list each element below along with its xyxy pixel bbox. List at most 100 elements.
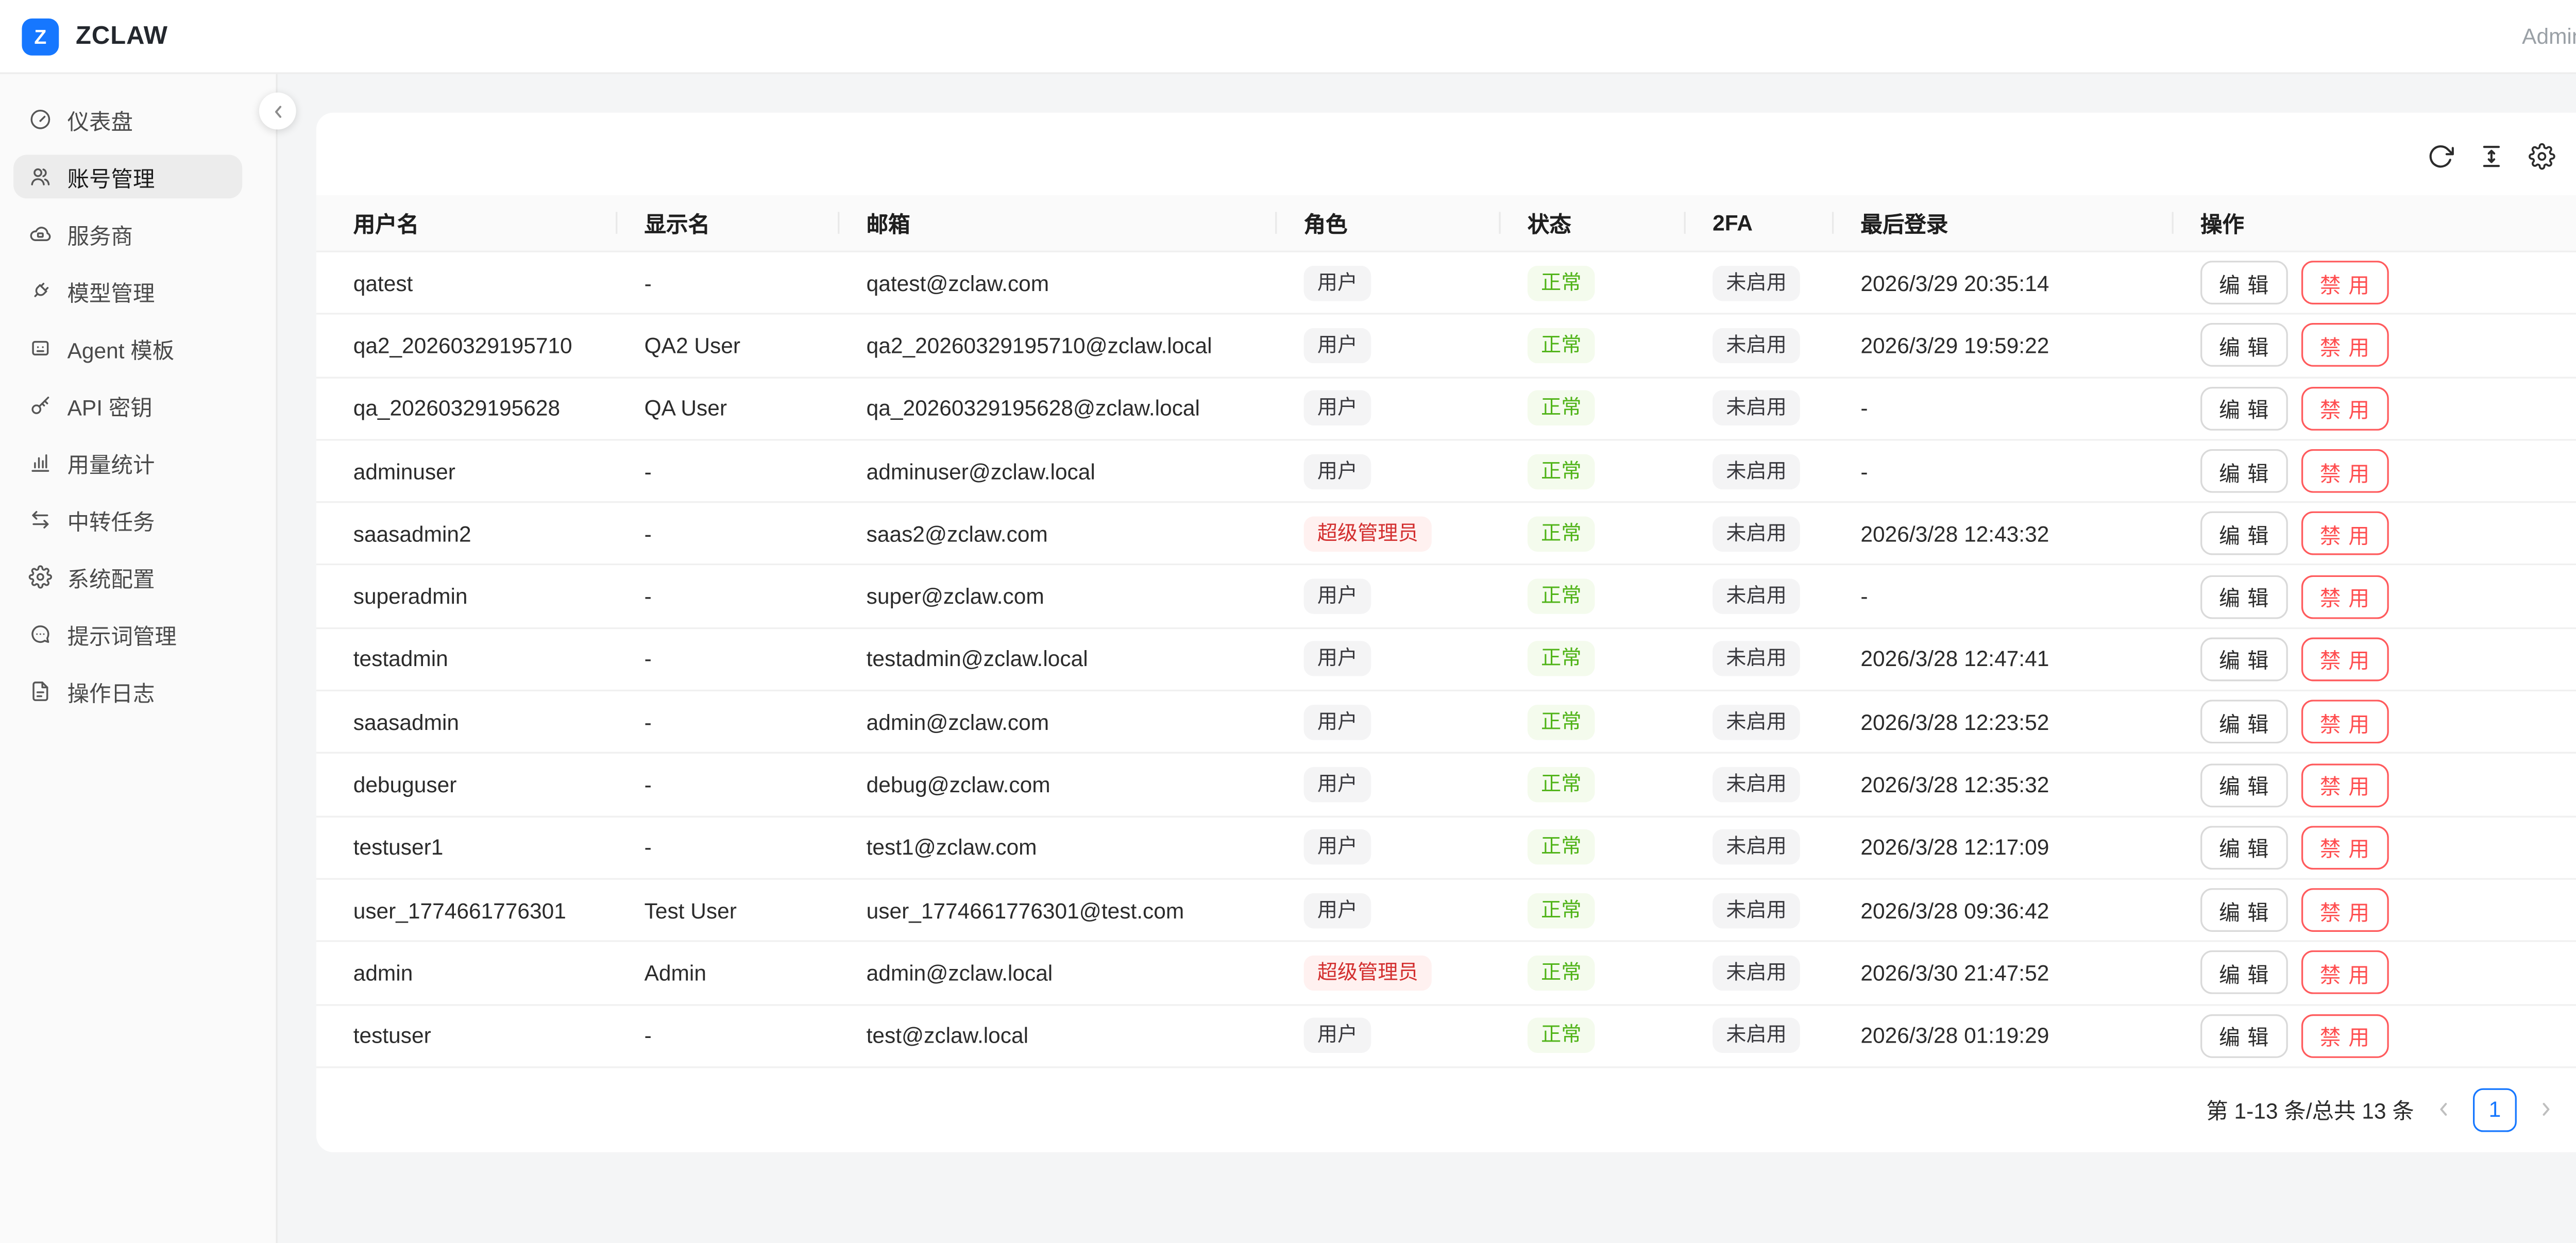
cell-last-login: 2026/3/30 21:47:52 — [1860, 960, 2049, 986]
disable-button[interactable]: 禁 用 — [2301, 574, 2389, 619]
edit-button[interactable]: 编 辑 — [2200, 762, 2288, 807]
cell-display-name: - — [644, 709, 652, 735]
cell-status: 正常 — [1501, 453, 1686, 489]
role-badge: 用户 — [1303, 578, 1371, 615]
edit-button[interactable]: 编 辑 — [2200, 951, 2288, 995]
sidebar-item[interactable]: 账号管理 — [13, 155, 243, 199]
role-badge: 用户 — [1303, 767, 1371, 803]
cell-actions: 编 辑 禁 用 — [2174, 574, 2576, 619]
cell-last-login: - — [1860, 584, 1868, 609]
cell-email: admin@zclaw.local — [866, 960, 1053, 986]
edit-button[interactable]: 编 辑 — [2200, 1014, 2288, 1058]
cell-email: qatest@zclaw.com — [866, 270, 1049, 296]
sidebar-item[interactable]: 服务商 — [13, 212, 242, 256]
cell-last-login: 2026/3/28 12:43:32 — [1860, 521, 2049, 547]
edit-button[interactable]: 编 辑 — [2200, 574, 2288, 619]
reload-icon[interactable] — [2428, 143, 2454, 170]
sidebar-item[interactable]: 用量统计 — [13, 441, 242, 485]
sidebar-item[interactable]: Agent 模板 — [13, 326, 242, 370]
status-badge: 正常 — [1527, 578, 1595, 615]
cell-display-name: QA User — [644, 396, 727, 421]
sidebar-item-label: API 密钥 — [67, 394, 152, 420]
cell-display-name: Admin — [644, 960, 706, 986]
table-row: testuser - test@zclaw.local 用户 正常 未启用 20… — [316, 1005, 2576, 1068]
disable-button[interactable]: 禁 用 — [2301, 449, 2389, 493]
disable-button[interactable]: 禁 用 — [2301, 700, 2389, 744]
sidebar-item[interactable]: 仪表盘 — [13, 97, 242, 141]
key-icon — [29, 394, 53, 417]
cell-username: saasadmin2 — [353, 521, 471, 547]
status-badge: 正常 — [1527, 829, 1595, 865]
sidebar-item[interactable]: 模型管理 — [13, 269, 242, 313]
sidebar-item[interactable]: 中转任务 — [13, 498, 242, 542]
chevron-left-icon — [268, 102, 287, 121]
edit-button[interactable]: 编 辑 — [2200, 825, 2288, 870]
edit-button[interactable]: 编 辑 — [2200, 888, 2288, 932]
table-row: saasadmin - admin@zclaw.com 用户 正常 未启用 20… — [316, 691, 2576, 755]
disable-button[interactable]: 禁 用 — [2301, 386, 2389, 431]
twofa-badge: 未启用 — [1713, 641, 1800, 677]
disable-button[interactable]: 禁 用 — [2301, 261, 2389, 305]
pagination-prev-icon[interactable] — [2434, 1101, 2453, 1119]
edit-button[interactable]: 编 辑 — [2200, 512, 2288, 556]
disable-button[interactable]: 禁 用 — [2301, 951, 2389, 995]
sidebar-item-label: 账号管理 — [67, 165, 155, 191]
edit-button[interactable]: 编 辑 — [2200, 261, 2288, 305]
cell-display-name: Test User — [644, 897, 737, 923]
edit-button[interactable]: 编 辑 — [2200, 323, 2288, 368]
sidebar-item[interactable]: API 密钥 — [13, 383, 242, 427]
settings-gear-icon[interactable] — [2529, 143, 2555, 170]
cell-status: 正常 — [1501, 704, 1686, 740]
role-badge: 用户 — [1303, 704, 1371, 740]
table-body: qatest - qatest@zclaw.com 用户 正常 未启用 2026… — [316, 252, 2576, 1068]
disable-button[interactable]: 禁 用 — [2301, 762, 2389, 807]
disable-button[interactable]: 禁 用 — [2301, 323, 2389, 368]
users-icon — [29, 165, 53, 189]
disable-button[interactable]: 禁 用 — [2301, 512, 2389, 556]
status-badge: 正常 — [1527, 767, 1595, 803]
sidebar-item[interactable]: 操作日志 — [13, 670, 242, 713]
column-height-icon[interactable] — [2478, 143, 2505, 170]
disable-button[interactable]: 禁 用 — [2301, 1014, 2389, 1058]
chart-icon — [29, 451, 53, 474]
cell-username: adminuser — [353, 458, 455, 484]
pagination-page-1[interactable]: 1 — [2473, 1088, 2517, 1132]
cell-last-login: - — [1860, 458, 1868, 484]
swap-icon — [29, 508, 53, 532]
cell-username: user_1774661776301 — [353, 897, 566, 923]
disable-button[interactable]: 禁 用 — [2301, 825, 2389, 870]
current-user-label[interactable]: Admin — [2522, 23, 2576, 49]
edit-button[interactable]: 编 辑 — [2200, 700, 2288, 744]
cell-last-login: 2026/3/28 12:47:41 — [1860, 646, 2049, 672]
sidebar-item[interactable]: 系统配置 — [13, 555, 242, 599]
edit-button[interactable]: 编 辑 — [2200, 449, 2288, 493]
comment-icon — [29, 622, 53, 646]
twofa-badge: 未启用 — [1713, 453, 1800, 489]
pagination-next-icon[interactable] — [2537, 1101, 2555, 1119]
status-badge: 正常 — [1527, 1018, 1595, 1053]
cell-email: qa_20260329195628@zclaw.local — [866, 396, 1200, 421]
cell-role: 用户 — [1277, 641, 1500, 677]
disable-button[interactable]: 禁 用 — [2301, 637, 2389, 682]
cell-last-login: 2026/3/28 01:19:29 — [1860, 1023, 2049, 1048]
table-row: user_1774661776301 Test User user_177466… — [316, 880, 2576, 943]
status-badge: 正常 — [1527, 453, 1595, 489]
edit-button[interactable]: 编 辑 — [2200, 386, 2288, 431]
role-badge: 用户 — [1303, 390, 1371, 426]
robot-icon — [29, 336, 53, 360]
sidebar-collapse-button[interactable] — [259, 92, 296, 130]
table-header-cell: 2FA — [1686, 195, 1834, 251]
edit-button[interactable]: 编 辑 — [2200, 637, 2288, 682]
cell-email: adminuser@zclaw.local — [866, 458, 1095, 484]
cell-2fa: 未启用 — [1686, 390, 1834, 426]
cell-status: 正常 — [1501, 955, 1686, 991]
cell-display-name: - — [644, 270, 652, 296]
brand: Z ZCLAW — [22, 18, 168, 55]
cell-status: 正常 — [1501, 578, 1686, 615]
cell-username: qa2_20260329195710 — [353, 333, 572, 359]
cell-display-name: - — [644, 521, 652, 547]
sidebar-item[interactable]: 提示词管理 — [13, 612, 242, 656]
cell-actions: 编 辑 禁 用 — [2174, 323, 2576, 368]
disable-button[interactable]: 禁 用 — [2301, 888, 2389, 932]
cell-actions: 编 辑 禁 用 — [2174, 825, 2576, 870]
